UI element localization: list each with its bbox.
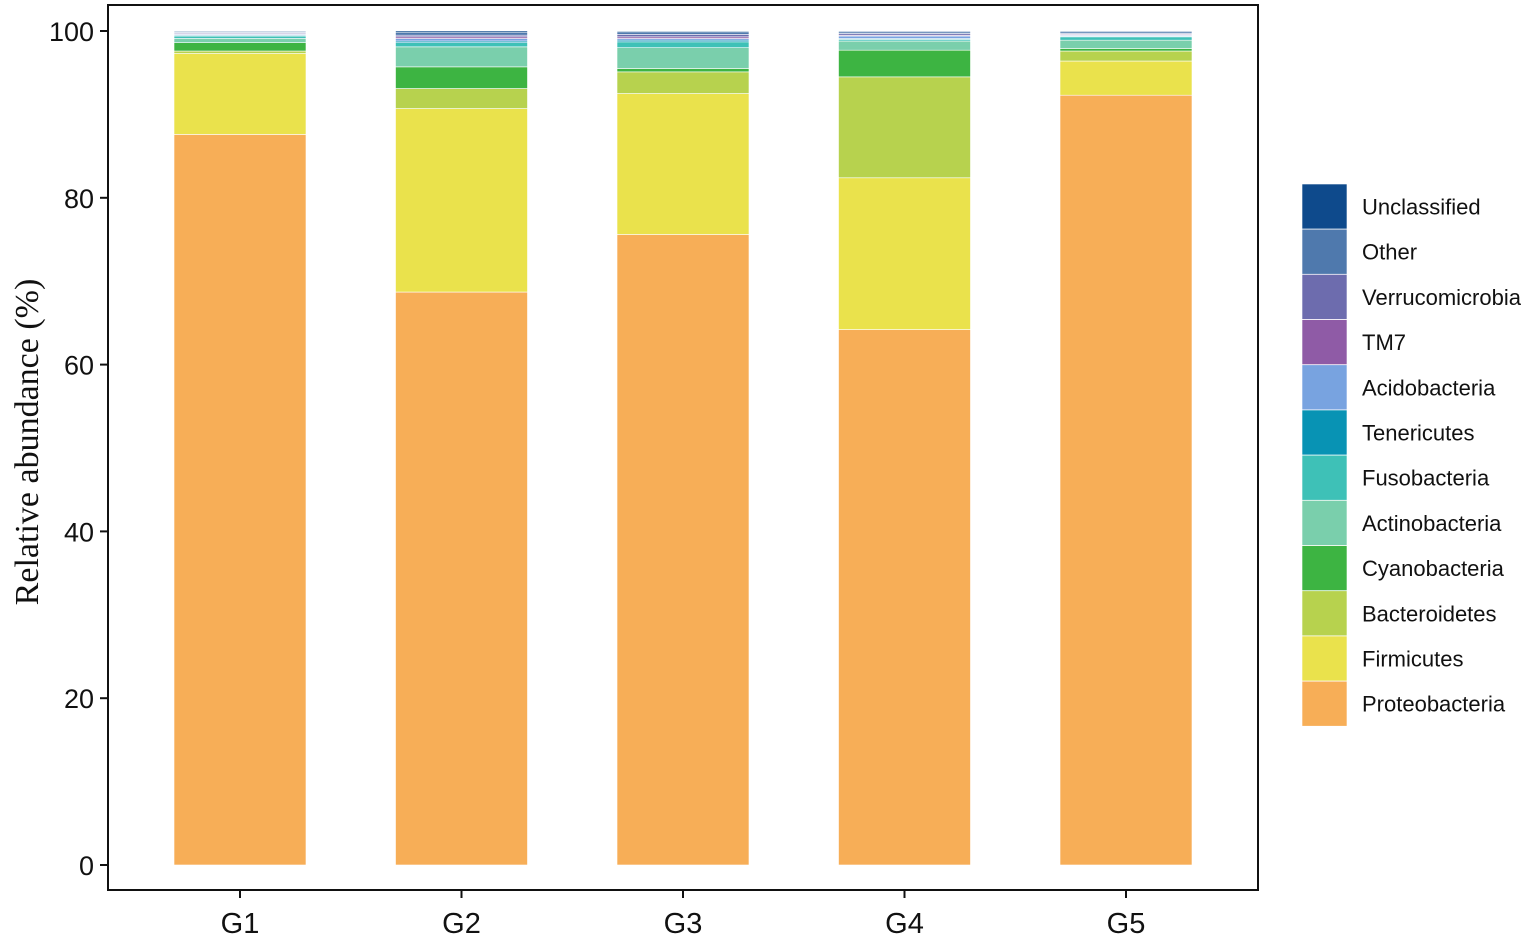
legend-swatch-proteobacteria: [1301, 680, 1348, 727]
bar-segment-g2-bacteroidetes: [395, 88, 528, 109]
bar-segment-g3-other: [616, 31, 750, 35]
bar-segment-g3-actinobacteria: [616, 47, 750, 69]
legend-label-verrucomicrobia: Verrucomicrobia: [1362, 285, 1522, 310]
legend-label-unclassified: Unclassified: [1362, 195, 1481, 220]
legend-swatch-verrucomicrobia: [1301, 274, 1348, 320]
bar-segment-g2-acidobacteria: [395, 38, 528, 42]
bar-segment-g4-proteobacteria: [838, 329, 971, 866]
legend-label-firmicutes: Firmicutes: [1362, 647, 1463, 672]
bar-segment-g5-bacteroidetes: [1059, 50, 1193, 62]
bar-segment-g4-acidobacteria: [838, 35, 971, 39]
bar-segment-g2-fusobacteria: [395, 42, 528, 48]
bar-segment-g1-fusobacteria: [173, 35, 307, 39]
legend-swatch-actinobacteria: [1301, 500, 1348, 546]
legend-label-fusobacteria: Fusobacteria: [1362, 466, 1490, 491]
legend-swatch-other: [1301, 228, 1348, 275]
legend-swatch-bacteroidetes: [1301, 590, 1348, 637]
bar-segment-g2-proteobacteria: [395, 291, 528, 866]
bar-segment-g3-bacteroidetes: [616, 71, 750, 94]
y-tick-label: 40: [64, 517, 94, 547]
legend-swatch-unclassified: [1301, 183, 1348, 230]
legend-swatch-acidobacteria: [1301, 364, 1348, 411]
bar-segment-g5-proteobacteria: [1059, 94, 1193, 866]
bar-segment-g2-actinobacteria: [395, 46, 528, 68]
y-axis: 0 20 40 60 80 100: [49, 17, 108, 881]
y-tick-label: 100: [49, 17, 94, 47]
y-tick-label: 60: [64, 351, 94, 381]
bar-segment-g5-firmicutes: [1059, 60, 1193, 96]
bar-segment-g3-proteobacteria: [616, 234, 750, 866]
legend-label-proteobacteria: Proteobacteria: [1362, 692, 1506, 717]
bar-segment-g3-firmicutes: [616, 93, 750, 235]
bar-segment-g1-actinobacteria: [173, 38, 307, 43]
bar-segment-g4-firmicutes: [838, 177, 971, 330]
bar-segment-g4-cyanobacteria: [838, 49, 971, 78]
bar-segment-g4-bacteroidetes: [838, 76, 971, 179]
y-tick-label: 80: [64, 184, 94, 214]
bar-segment-g2-unclassified: [395, 30, 528, 33]
bar-segment-g4-unclassified: [838, 30, 971, 33]
legend-swatch-tm7: [1301, 319, 1348, 365]
bar-segment-g1-bacteroidetes: [173, 50, 307, 54]
y-axis-label: Relative abundance (%): [9, 279, 46, 606]
bar-segment-g5-unclassified: [1059, 30, 1193, 33]
bars-layer: [173, 30, 1193, 866]
x-tick-label-g2: G2: [442, 908, 481, 940]
bar-segment-g5-actinobacteria: [1059, 39, 1193, 49]
x-tick-label-g5: G5: [1107, 908, 1146, 940]
bar-segment-g1-cyanobacteria: [173, 42, 307, 52]
bar-segment-g1-proteobacteria: [173, 134, 307, 866]
legend-swatch-firmicutes: [1301, 635, 1348, 682]
legend-label-tm7: TM7: [1362, 330, 1406, 355]
legend-swatch-tenericutes: [1301, 409, 1348, 456]
x-tick-label-g1: G1: [221, 908, 260, 940]
bar-segment-g2-other: [395, 32, 528, 36]
bar-segment-g1-firmicutes: [173, 53, 307, 135]
legend-label-bacteroidetes: Bacteroidetes: [1362, 601, 1497, 626]
legend: Unclassified Other Verrucomicrobia TM7 Acido…: [1301, 183, 1522, 727]
legend-label-tenericutes: Tenericutes: [1362, 421, 1475, 446]
bar-segment-g5-fusobacteria: [1059, 36, 1193, 41]
x-tick-label-g3: G3: [664, 908, 703, 940]
bar-segment-g2-cyanobacteria: [395, 66, 528, 89]
bar-segment-g4-actinobacteria: [838, 40, 971, 51]
bar-segment-g3-verrucomicrobia: [616, 34, 750, 38]
y-tick-label: 0: [79, 851, 94, 881]
legend-swatch-fusobacteria: [1301, 454, 1348, 501]
bar-segment-g3-cyanobacteria: [616, 68, 750, 73]
legend-label-acidobacteria: Acidobacteria: [1362, 375, 1496, 400]
bar-segment-g1-unclassified: [173, 30, 307, 33]
legend-label-actinobacteria: Actinobacteria: [1362, 511, 1502, 536]
bar-segment-g2-firmicutes: [395, 108, 528, 293]
legend-swatch-cyanobacteria: [1301, 545, 1348, 591]
legend-label-cyanobacteria: Cyanobacteria: [1362, 556, 1505, 581]
x-axis: G1 G2 G3 G4 G5: [221, 890, 1146, 940]
bar-segment-g3-fusobacteria: [616, 41, 750, 48]
x-tick-label-g4: G4: [885, 908, 924, 940]
bar-segment-g5-cyanobacteria: [1059, 48, 1193, 52]
y-tick-label: 20: [64, 684, 94, 714]
legend-label-other: Other: [1362, 240, 1417, 265]
bar-segment-g3-unclassified: [616, 30, 750, 33]
